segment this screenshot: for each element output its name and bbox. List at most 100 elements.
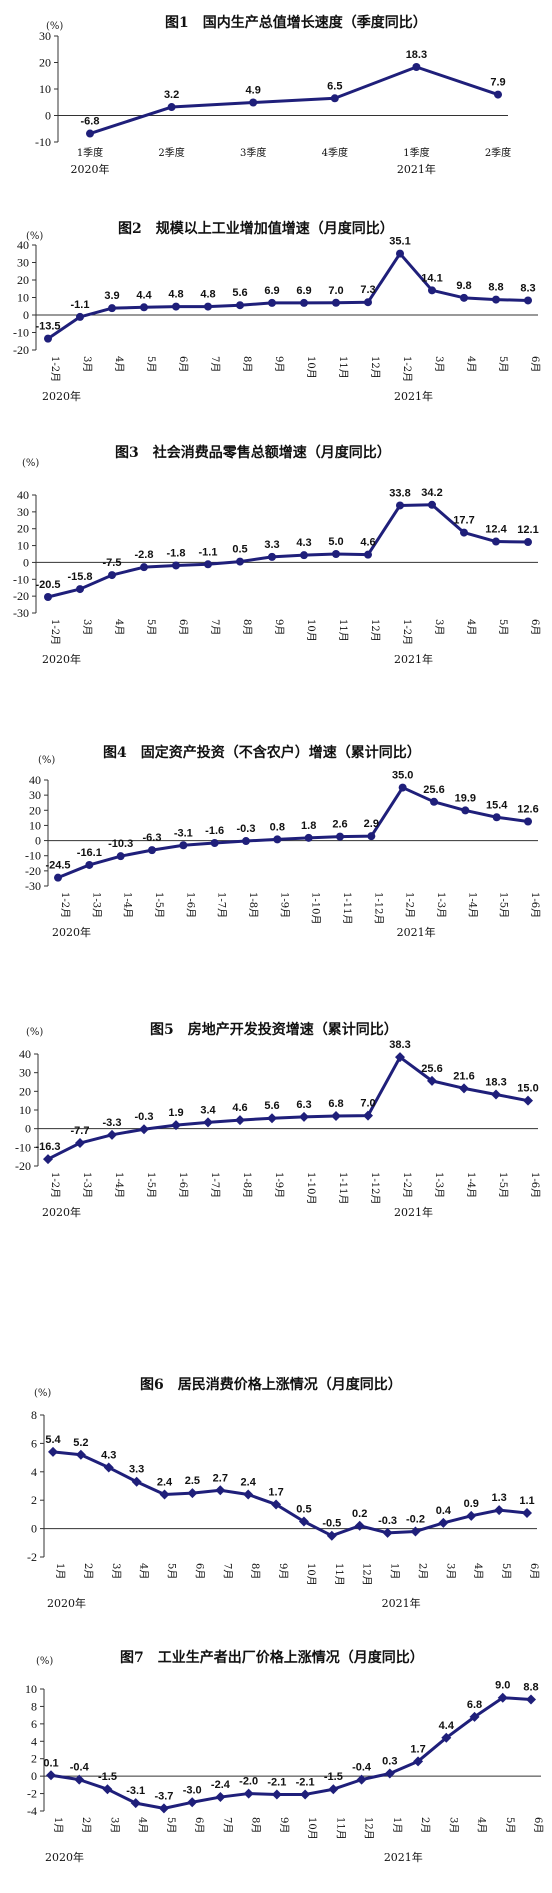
y-tick-label: 30 [19,1066,31,1080]
data-label: -24.5 [45,860,70,872]
y-tick-label: -30 [25,879,41,893]
data-point [395,1052,405,1063]
x-tick-label: 3月 [108,1817,120,1833]
x-tick-label: 11月 [333,1563,345,1586]
y-tick-label: 30 [17,505,29,519]
y-tick-label: 20 [29,803,41,817]
y-unit-label: (%) [34,1388,51,1399]
chart-2: 图2 规模以上工业增加值增速（月度同比） (%) -20 -10 0 10 20 30 40 1-… [13,220,541,403]
data-point [158,1803,169,1814]
data-point [210,838,219,847]
y-tick-label: 10 [17,539,29,553]
x-tick-label: 1-2月 [49,1172,61,1198]
data-label: 4.4 [136,289,152,301]
data-point [85,860,94,869]
chart-title: 图7 工业生产者出厂价格上涨情况（月度同比） [120,1649,424,1666]
data-label: -1.5 [98,1771,117,1783]
data-point [159,1489,170,1500]
data-label: 2.7 [213,1472,228,1484]
data-label: 5.2 [73,1437,88,1449]
y-tick-label: 4 [31,1734,37,1748]
x-tick-label: 4月 [137,1817,149,1833]
x-tick-label: 1-6月 [177,1172,189,1198]
data-label: 8.3 [520,282,535,294]
y-tick-label: 40 [17,488,29,502]
data-point [171,1120,181,1131]
x-tick-label: 3月 [81,356,93,372]
x-tick-label: 7月 [221,1817,233,1833]
x-tick-label: 1-5月 [153,892,165,918]
x-tick-label: 1-10月 [305,1172,317,1204]
data-label: -0.4 [352,1762,372,1774]
y-tick-label: -10 [25,849,41,863]
year-label: 2021年 [394,389,433,403]
data-label: -2.8 [135,549,154,561]
data-label: -0.3 [378,1515,397,1527]
data-label: 6.8 [467,1699,482,1711]
data-label: 21.6 [453,1070,474,1082]
year-label: 2020年 [47,1596,86,1610]
data-point [167,103,176,112]
x-tick-label: 4月 [472,1563,484,1579]
data-label: 7.0 [328,285,343,297]
data-label: 35.1 [389,236,410,248]
data-point [130,1798,141,1809]
data-point [243,1788,254,1799]
y-tick-label: 10 [19,1103,31,1117]
data-label: 5.4 [45,1434,61,1446]
y-tick-label: -4 [27,1804,37,1818]
data-point [54,873,62,882]
x-tick-label: 10月 [305,1563,317,1586]
chart-5: 图5 房地产开发投资增速（累计同比） (%) -20 -10 0 10 20 30 40 1-2月… [15,1021,541,1219]
data-point [267,1113,277,1124]
x-tick-label: 1-2月 [401,356,413,382]
x-tick-label: 12月 [363,1817,375,1840]
x-tick-label: 4月 [476,1817,488,1833]
y-tick-label: -10 [13,572,29,586]
data-label: 2.9 [364,818,379,830]
x-tick-label: 1季度 [403,146,429,159]
data-label: 3.2 [164,89,179,101]
data-label: 1.1 [519,1495,534,1507]
x-tick-label: 3月 [444,1563,456,1579]
data-point [268,552,276,561]
x-tick-label: 1-12月 [369,1172,381,1204]
data-label: 1.7 [410,1743,425,1755]
x-tick-label: 3月 [447,1817,459,1833]
data-label: -0.3 [135,1111,154,1123]
x-tick-label: 1-12月 [372,892,384,924]
x-tick-label: 11月 [337,356,349,379]
y-tick-label: 0 [25,1122,31,1136]
series-line [89,65,499,135]
data-label: -1.5 [324,1771,343,1783]
data-label: 25.6 [421,1063,442,1075]
data-point [215,1792,226,1803]
data-point [354,1520,365,1531]
data-point [44,592,52,601]
data-label: 1.3 [491,1492,506,1504]
series-line [47,252,529,340]
y-tick-label: 4 [31,1465,37,1479]
data-point [460,528,468,537]
data-point [494,90,502,99]
y-tick-label: 20 [39,56,51,70]
x-tick-label: 4月 [465,619,477,635]
chart-4: 图4 固定资产投资（不含农户）增速（累计同比）(%)-30-20-1001020… [25,744,541,939]
x-tick-label: 1-2月 [401,1172,413,1198]
data-point [522,1507,532,1518]
x-tick-label: 1-6月 [529,1172,541,1198]
y-tick-label: -20 [13,589,29,603]
data-label: 6.3 [296,1099,311,1111]
chart-title: 图5 房地产开发投资增速（累计同比） [150,1021,398,1038]
year-label: 2021年 [397,162,436,176]
x-tick-label: 1-7月 [216,892,228,918]
data-point [466,1510,477,1521]
x-tick-label: 7月 [221,1563,233,1579]
x-tick-label: 2季度 [485,146,511,159]
data-point [103,1462,114,1473]
x-tick-label: 3月 [110,1563,122,1579]
data-label: -16.3 [35,1141,60,1153]
y-tick-label: 20 [17,273,29,287]
series-line [52,1450,528,1538]
data-label: -0.2 [406,1513,425,1525]
